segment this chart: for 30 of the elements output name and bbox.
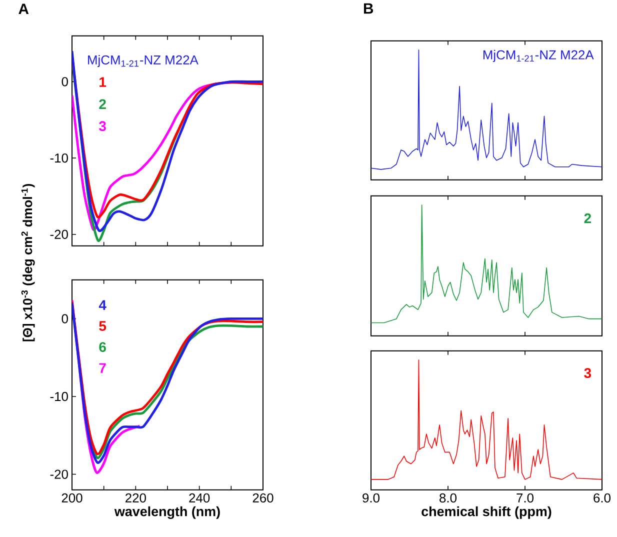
x-tick-label: 7.0 <box>516 493 534 503</box>
x-tick-label: 240 <box>189 493 210 503</box>
x-tick-label: 8.0 <box>440 493 456 503</box>
series-label: 7 <box>99 363 106 373</box>
series-label: 1 <box>100 77 106 87</box>
y-tick-label: -20 <box>50 230 68 240</box>
text: 6 <box>99 342 106 352</box>
x-tick-label: 220 <box>126 493 146 503</box>
series-label: MjCM$_{1-21}$-NZ M22A <box>88 55 198 68</box>
text: MjCM$_{1-21}$-NZ M22A <box>483 50 594 62</box>
series-label: 3 <box>98 121 106 132</box>
y-axis-title: [Θ] x10$^{-3}$ (deg cm$^{2}$ dmol$^{-1}$) <box>21 184 35 342</box>
text: 3 <box>584 368 592 378</box>
x-axis-title: chemical shift (ppm) <box>422 506 552 519</box>
chart-title: B <box>364 3 374 14</box>
x-axis-title: wavelength (nm) <box>114 506 220 520</box>
text: 2 <box>584 213 591 224</box>
series-label: 5 <box>99 321 106 331</box>
y-tick-label: -10 <box>50 154 68 163</box>
y-tick-label: 0 <box>62 77 68 86</box>
chart-title: A <box>18 4 29 14</box>
x-tick-label: 9.0 <box>362 493 380 503</box>
x-tick-label: 200 <box>62 493 82 503</box>
y-tick-label: -20 <box>50 470 68 479</box>
y-tick-label: 0 <box>62 314 68 324</box>
y-tick-label: -10 <box>50 392 68 402</box>
series-label: 2 <box>99 99 106 110</box>
x-tick-label: 6.0 <box>594 493 610 503</box>
series-label: 4 <box>98 300 106 310</box>
x-tick-label: 260 <box>252 493 274 503</box>
